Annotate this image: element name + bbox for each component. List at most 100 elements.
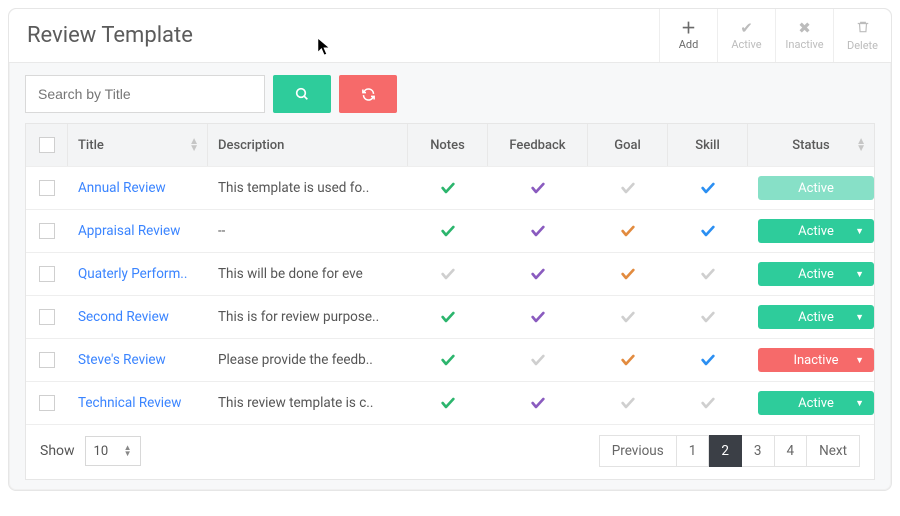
pager-next[interactable]: Next xyxy=(807,435,860,467)
panel-header: Review Template ＋ Add ✔ Active ✖ Inactiv… xyxy=(9,9,891,63)
page-title: Review Template xyxy=(9,9,659,62)
table-footer: Show 10 ▲▼ Previous1234Next xyxy=(26,424,874,479)
row-checkbox[interactable] xyxy=(39,223,55,239)
status-pill[interactable]: Active▼ xyxy=(758,305,874,329)
pagination: Previous1234Next xyxy=(599,435,860,467)
row-checkbox[interactable] xyxy=(39,395,55,411)
table-row: Technical Review This review template is … xyxy=(26,381,874,424)
refresh-icon xyxy=(361,87,376,102)
pager-page-1[interactable]: 1 xyxy=(677,435,710,467)
check-icon xyxy=(700,352,716,368)
refresh-button[interactable] xyxy=(339,75,397,113)
pager-page-3[interactable]: 3 xyxy=(742,435,775,467)
col-status[interactable]: Status ▲▼ xyxy=(748,124,874,166)
check-icon xyxy=(530,223,546,239)
table-row: Steve's ReviewPlease provide the feedb..… xyxy=(26,338,874,381)
trash-icon xyxy=(856,20,870,37)
status-label: Active xyxy=(798,396,834,411)
review-title-link[interactable]: Quaterly Perform.. xyxy=(78,266,187,282)
select-all-checkbox[interactable] xyxy=(39,137,55,153)
review-description: This will be done for eve xyxy=(218,266,363,282)
row-checkbox[interactable] xyxy=(39,266,55,282)
x-icon: ✖ xyxy=(798,21,811,36)
check-icon xyxy=(530,180,546,196)
status-label: Inactive xyxy=(793,353,838,368)
status-label: Active xyxy=(798,181,834,196)
status-pill[interactable]: Inactive ▼ xyxy=(758,348,874,372)
status-pill[interactable]: Active xyxy=(758,176,874,200)
review-title-link[interactable]: Technical Review xyxy=(78,395,181,411)
check-icon xyxy=(700,395,716,411)
inactive-label: Inactive xyxy=(785,38,823,51)
reviews-table: Title ▲▼ Description Notes Feedback Goal… xyxy=(25,123,875,480)
col-notes: Notes xyxy=(408,124,488,166)
check-icon xyxy=(700,223,716,239)
check-icon xyxy=(620,352,636,368)
add-label: Add xyxy=(679,38,699,51)
check-icon xyxy=(620,223,636,239)
col-feedback: Feedback xyxy=(488,124,588,166)
check-icon xyxy=(620,266,636,282)
page-size-select[interactable]: 10 ▲▼ xyxy=(85,436,141,466)
status-label: Active xyxy=(798,267,834,282)
check-icon xyxy=(620,309,636,325)
plus-icon: ＋ xyxy=(681,21,696,36)
table-header: Title ▲▼ Description Notes Feedback Goal… xyxy=(26,124,874,166)
col-skill: Skill xyxy=(668,124,748,166)
review-title-link[interactable]: Second Review xyxy=(78,309,169,325)
search-button[interactable] xyxy=(273,75,331,113)
check-icon xyxy=(440,352,456,368)
search-icon xyxy=(294,86,310,102)
show-label: Show xyxy=(40,443,75,459)
add-button[interactable]: ＋ Add xyxy=(659,9,717,62)
pager-page-4[interactable]: 4 xyxy=(775,435,808,467)
col-goal: Goal xyxy=(588,124,668,166)
table-row: Quaterly Perform.. This will be done for … xyxy=(26,252,874,295)
review-template-panel: Review Template ＋ Add ✔ Active ✖ Inactiv… xyxy=(8,8,892,491)
review-description: This review template is c.. xyxy=(218,395,373,411)
status-pill[interactable]: Active ▼ xyxy=(758,262,874,286)
search-toolbar xyxy=(9,63,891,123)
active-label: Active xyxy=(731,38,761,51)
review-description: This template is used fo.. xyxy=(218,180,369,196)
review-title-link[interactable]: Steve's Review xyxy=(78,352,166,368)
delete-button[interactable]: Delete xyxy=(833,9,891,62)
check-icon xyxy=(700,266,716,282)
pager-prev[interactable]: Previous xyxy=(599,435,677,467)
col-title[interactable]: Title ▲▼ xyxy=(68,124,208,166)
check-icon xyxy=(440,223,456,239)
check-icon xyxy=(440,180,456,196)
row-checkbox[interactable] xyxy=(39,180,55,196)
check-icon xyxy=(530,266,546,282)
row-checkbox[interactable] xyxy=(39,309,55,325)
check-icon xyxy=(440,395,456,411)
check-icon xyxy=(700,180,716,196)
check-icon xyxy=(440,266,456,282)
caret-down-icon: ▼ xyxy=(855,226,864,237)
row-checkbox[interactable] xyxy=(39,352,55,368)
check-icon xyxy=(620,395,636,411)
select-caret-icon: ▲▼ xyxy=(124,445,132,457)
caret-down-icon: ▼ xyxy=(855,312,864,323)
table-row: Annual Review This template is used fo.. A… xyxy=(26,166,874,209)
caret-down-icon: ▼ xyxy=(855,398,864,409)
active-button[interactable]: ✔ Active xyxy=(717,9,775,62)
pager-page-2[interactable]: 2 xyxy=(709,435,742,467)
status-pill[interactable]: Active ▼ xyxy=(758,219,874,243)
inactive-button[interactable]: ✖ Inactive xyxy=(775,9,833,62)
status-label: Active xyxy=(798,224,834,239)
search-input[interactable] xyxy=(25,75,265,113)
table-row: Second Review This is for review purpose.… xyxy=(26,295,874,338)
caret-down-icon: ▼ xyxy=(855,355,864,366)
status-pill[interactable]: Active ▼ xyxy=(758,391,874,415)
review-description: -- xyxy=(218,223,225,239)
review-title-link[interactable]: Appraisal Review xyxy=(78,223,180,239)
col-description: Description xyxy=(208,124,408,166)
review-title-link[interactable]: Annual Review xyxy=(78,180,166,196)
review-description: This is for review purpose.. xyxy=(218,309,379,325)
check-icon xyxy=(440,309,456,325)
check-icon: ✔ xyxy=(740,21,753,36)
sort-icon: ▲▼ xyxy=(189,138,199,152)
check-icon xyxy=(620,180,636,196)
caret-down-icon: ▼ xyxy=(855,269,864,280)
